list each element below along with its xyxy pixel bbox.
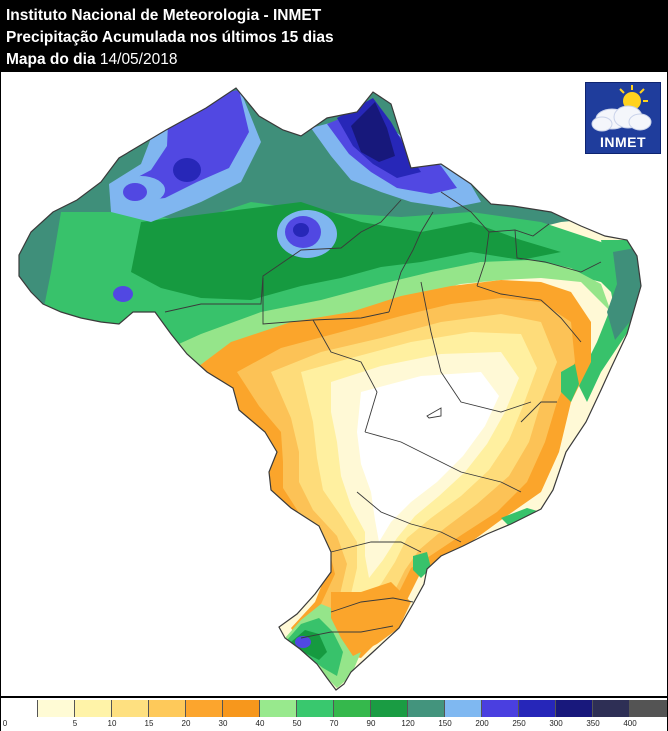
- violet-core-west: [123, 183, 147, 201]
- legend-tick-label: 10: [107, 719, 117, 728]
- logo-text: INMET: [599, 134, 647, 150]
- legend-swatch: [75, 700, 112, 717]
- legend-color-bar: [1, 700, 667, 717]
- legend-swatch: [260, 700, 297, 717]
- map-canvas: [18, 87, 642, 691]
- brazil-precipitation-map: [1, 72, 667, 696]
- precipitation-legend: 0 5 10 15 20 30 40 50 70 90 120 150 200 250 300 350 400: [1, 698, 667, 731]
- blue-core-center: [293, 223, 309, 237]
- legend-tick-label: 120: [401, 719, 415, 728]
- legend-swatch: [519, 700, 556, 717]
- legend-tick-label: 400: [623, 719, 637, 728]
- legend-swatch: [149, 700, 186, 717]
- legend-swatch: [112, 700, 149, 717]
- legend-swatch: [38, 700, 75, 717]
- legend-swatch: [593, 700, 630, 717]
- legend-swatch: [445, 700, 482, 717]
- ba-green-patch: [561, 364, 579, 402]
- sun-icon: [619, 85, 648, 110]
- legend-swatch: [297, 700, 334, 717]
- institute-title: Instituto Nacional de Meteorologia - INM…: [6, 7, 322, 24]
- legend-tick-label: 50: [292, 719, 302, 728]
- coast-teal-zone: [607, 248, 641, 340]
- violet-core-acre: [113, 286, 133, 302]
- legend-swatch: [482, 700, 519, 717]
- legend-tick-label: 300: [549, 719, 563, 728]
- no-rain-zone: [357, 372, 499, 542]
- legend-swatch: [223, 700, 260, 717]
- legend-swatch: [371, 700, 408, 717]
- legend-swatch: [1, 700, 38, 717]
- legend-swatch: [186, 700, 223, 717]
- legend-tick-label: 5: [72, 719, 78, 728]
- violet-zone: [121, 90, 249, 202]
- legend-tick-label: 30: [218, 719, 228, 728]
- map-header: Instituto Nacional de Meteorologia - INM…: [0, 0, 668, 72]
- date-label: Mapa do dia: [6, 51, 96, 68]
- blue-core-west: [173, 158, 201, 182]
- map-date: 14/05/2018: [99, 51, 178, 68]
- map-subtitle: Precipitação Acumulada nos últimos 15 di…: [6, 29, 334, 46]
- precipitation-field: [19, 88, 641, 690]
- legend-tick-label: 20: [181, 719, 191, 728]
- navy-core-amapa: [351, 102, 395, 162]
- legend-tick-label: 90: [366, 719, 376, 728]
- south-orange-zone: [331, 582, 411, 656]
- legend-tick-label: 150: [438, 719, 452, 728]
- legend-tick-label: 70: [329, 719, 339, 728]
- inmet-logo: INMET: [585, 82, 661, 154]
- legend-tick-label: 15: [144, 719, 154, 728]
- dark-green-zone: [131, 202, 561, 300]
- legend-tick-label: 350: [586, 719, 600, 728]
- south-violet-core: [295, 636, 311, 648]
- legend-tick-label: 40: [255, 719, 265, 728]
- legend-tick-label: 250: [512, 719, 526, 728]
- legend-swatch: [556, 700, 593, 717]
- legend-tick-label: 200: [475, 719, 489, 728]
- cloud-sun-icon: [591, 85, 652, 132]
- map-date-line: Mapa do dia 14/05/2018: [6, 50, 177, 69]
- cloud-icon: [591, 105, 652, 132]
- state-borders: [164, 191, 602, 639]
- legend-swatch: [630, 700, 667, 717]
- legend-swatch: [334, 700, 371, 717]
- legend-tick-label: 0: [2, 719, 8, 728]
- legend-swatch: [408, 700, 445, 717]
